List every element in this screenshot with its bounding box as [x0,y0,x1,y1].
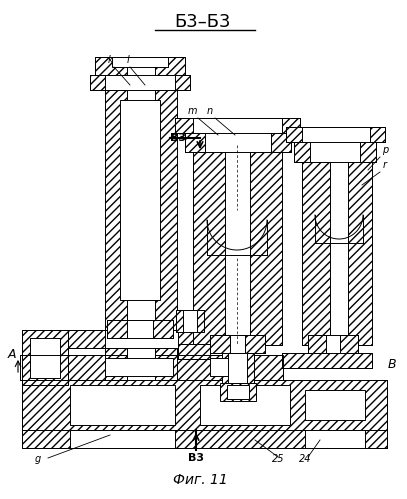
Bar [210,358,240,376]
Bar [286,127,385,142]
Bar [193,118,282,133]
Bar [127,320,153,338]
Text: n: n [207,106,213,116]
Bar [68,330,213,348]
Bar [200,385,290,425]
Bar [22,380,387,430]
Bar [30,338,60,378]
Text: l: l [127,55,129,65]
Bar [302,155,330,345]
Bar [308,335,326,353]
Bar [22,430,387,448]
Bar [302,155,372,345]
Text: 25: 25 [272,454,284,464]
Bar [308,335,358,353]
Bar [225,145,250,345]
Bar [185,130,291,152]
Bar [193,145,282,345]
Text: k: k [107,55,113,65]
Bar [95,57,185,75]
Bar [105,358,173,376]
Bar [70,385,175,425]
Bar [155,65,177,380]
Bar [330,155,348,345]
Text: g: g [35,454,41,464]
Text: В3: В3 [188,453,204,463]
Bar [286,127,385,142]
Bar [22,380,387,430]
Bar [294,140,376,162]
Bar [294,140,376,162]
Bar [107,320,173,338]
Bar [178,344,210,359]
Bar [22,430,387,448]
Text: A: A [8,348,16,361]
Bar [282,353,372,368]
Bar [326,335,340,353]
Text: Б3–Б3: Б3–Б3 [175,13,231,31]
Bar [228,353,247,383]
Text: Фиг. 11: Фиг. 11 [173,473,228,487]
Bar [175,118,300,133]
Text: 24: 24 [299,454,311,464]
Bar [105,65,127,380]
Bar [310,140,360,162]
Bar [70,430,175,448]
Bar [205,130,271,152]
Bar [112,57,168,67]
Bar [302,127,370,142]
Bar [250,145,282,345]
Text: m: m [187,106,197,116]
Bar [222,353,254,383]
Bar [220,383,256,401]
Bar [348,155,372,345]
Bar [193,145,225,345]
Text: В3: В3 [170,133,186,143]
Bar [305,430,365,448]
Bar [22,330,68,385]
Bar [340,335,358,353]
Bar [245,335,265,353]
Bar [68,330,213,348]
Bar [176,310,183,332]
Bar [305,390,365,420]
Bar [22,330,68,385]
Bar [185,130,291,152]
Bar [282,353,372,368]
Bar [120,100,160,300]
Bar [175,118,300,133]
Bar [210,335,230,353]
Text: B: B [388,358,396,371]
Bar [105,330,178,348]
Text: p: p [382,145,388,155]
Bar [105,75,175,90]
Text: r: r [383,160,387,170]
Bar [95,57,185,75]
Bar [230,335,245,353]
Bar [107,320,127,338]
Bar [127,65,155,380]
Bar [90,75,190,90]
Bar [90,75,190,90]
Bar [153,320,173,338]
Bar [68,355,283,380]
Bar [227,385,249,399]
Bar [176,310,204,332]
Bar [68,355,283,380]
Bar [210,335,265,353]
Bar [178,344,210,359]
Bar [197,310,204,332]
